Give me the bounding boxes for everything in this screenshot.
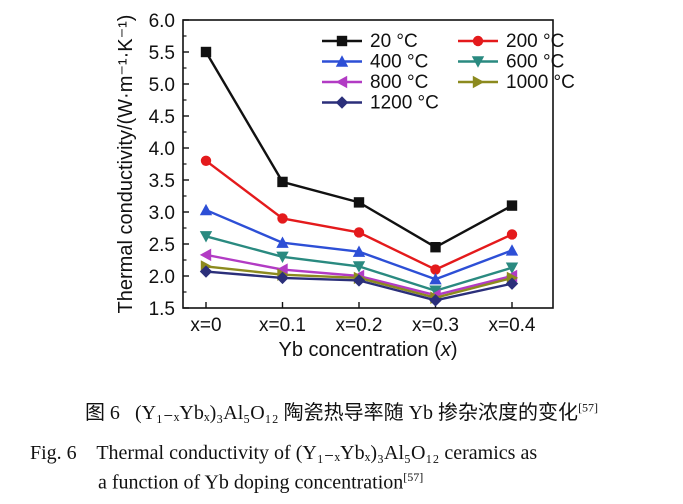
y-tick-label: 5.5: [149, 43, 175, 64]
data-point: [430, 264, 441, 275]
series-2: [199, 203, 519, 285]
caption-en-prefix: Fig. 6: [30, 442, 77, 464]
data-point: [352, 274, 366, 287]
legend-label: 600 °C: [506, 52, 564, 73]
legend-label: 1000 °C: [506, 72, 575, 93]
legend-marker: [335, 55, 349, 67]
plot-frame: [182, 19, 554, 309]
legend-label: 800 °C: [370, 72, 428, 93]
y-tick-label: 2.0: [149, 267, 175, 288]
caption-chinese: 图 6 (Y₁₋ₓYbₓ)₃Al₅O₁₂ 陶瓷热导率随 Yb 掺杂浓度的变化[5…: [0, 396, 683, 425]
series-3: [199, 231, 519, 297]
data-point: [276, 271, 289, 285]
series-0: [200, 46, 518, 253]
data-point: [200, 155, 212, 166]
data-point: [430, 242, 441, 253]
y-tick-label: 3.0: [149, 203, 175, 224]
legend-marker: [472, 75, 485, 89]
data-point: [277, 213, 288, 224]
caption-en-ref: [57]: [403, 470, 424, 484]
data-point: [277, 176, 288, 188]
x-tick-label: x=0.2: [335, 315, 382, 336]
data-point: [199, 231, 213, 243]
data-point: [199, 203, 213, 216]
data-point: [505, 277, 519, 290]
y-tick-label: 3.5: [149, 171, 175, 192]
caption-cn-ref: [57]: [578, 400, 599, 415]
legend-item: 1200 °C: [322, 93, 439, 114]
data-point: [352, 261, 366, 273]
data-point: [429, 294, 442, 307]
series-layer: [199, 46, 519, 307]
data-point: [353, 227, 365, 238]
caption-english-line2: a function of Yb doping concentration[57…: [98, 470, 658, 495]
y-tick-label: 6.0: [149, 11, 175, 32]
caption-english-line1: Fig. 6 Thermal conductivity of (Y₁₋ₓYbₓ)…: [30, 440, 670, 465]
legend-marker: [335, 96, 349, 109]
data-point: [352, 245, 366, 257]
data-point: [429, 285, 442, 297]
series-6: [199, 265, 519, 307]
legend-item: 20 °C: [322, 31, 418, 52]
y-tick-label: 2.5: [149, 235, 175, 256]
caption-cn-prefix: 图 6: [84, 402, 120, 424]
y-tick-label: 5.0: [149, 75, 175, 96]
y-tick-label: 4.5: [149, 107, 175, 128]
data-point: [506, 200, 518, 211]
legend-item: 600 °C: [458, 52, 564, 73]
legend-label: 1200 °C: [370, 93, 439, 114]
data-point: [200, 46, 212, 58]
chart: 1.52.02.53.03.54.04.55.05.56.0 x=0 x=0.1 x…: [115, 11, 575, 361]
y-axis-ticks: 1.5 2.0 2.5 3.0 3.5 4.0 4.5 5.0 5.5 6.0: [149, 11, 189, 320]
caption-en-line1: Thermal conductivity of (Y₁₋ₓYbₓ)₃Al₅O₁₂…: [96, 442, 538, 464]
y-tick-label: 4.0: [149, 139, 175, 160]
caption-cn-text: (Y₁₋ₓYbₓ)₃Al₅O₁₂ 陶瓷热导率随 Yb 掺杂浓度的变化: [134, 402, 579, 424]
x-tick-label: x=0: [190, 315, 221, 336]
legend-item: 200 °C: [458, 31, 564, 52]
y-tick-label: 1.5: [149, 299, 175, 320]
x-tick-label: x=0.4: [488, 315, 535, 336]
x-axis-label: Yb concentration (x): [279, 339, 458, 361]
legend-marker: [472, 35, 484, 47]
legend-item: 400 °C: [322, 52, 428, 73]
legend-marker: [335, 75, 348, 89]
legend-label: 200 °C: [506, 31, 564, 52]
legend-label: 20 °C: [370, 31, 418, 52]
x-tick-label: x=0.3: [412, 315, 459, 336]
data-point: [505, 244, 519, 256]
legend-marker: [471, 56, 485, 68]
data-point: [199, 265, 213, 278]
data-point: [506, 229, 518, 240]
data-point: [276, 236, 289, 248]
legend-item: 800 °C: [322, 72, 428, 93]
data-point: [353, 197, 365, 208]
caption-en-line2: a function of Yb doping concentration: [98, 471, 404, 494]
data-point: [505, 262, 519, 274]
legend-item: 1000 °C: [458, 72, 575, 93]
y-axis-label: Thermal conductivity/(W·m⁻¹·K⁻¹): [115, 15, 137, 314]
data-point: [276, 251, 289, 263]
legend: 20 °C 200 °C 400 °C 600 °C 800 °C 1000 °C 1200…: [322, 31, 575, 114]
data-point: [199, 248, 212, 262]
legend-label: 400 °C: [370, 52, 428, 73]
data-point: [429, 273, 442, 285]
x-axis-ticks: x=0 x=0.1 x=0.2 x=0.3 x=0.4: [190, 302, 536, 336]
legend-marker: [336, 35, 348, 47]
x-tick-label: x=0.1: [259, 315, 306, 336]
series-1: [200, 155, 518, 275]
